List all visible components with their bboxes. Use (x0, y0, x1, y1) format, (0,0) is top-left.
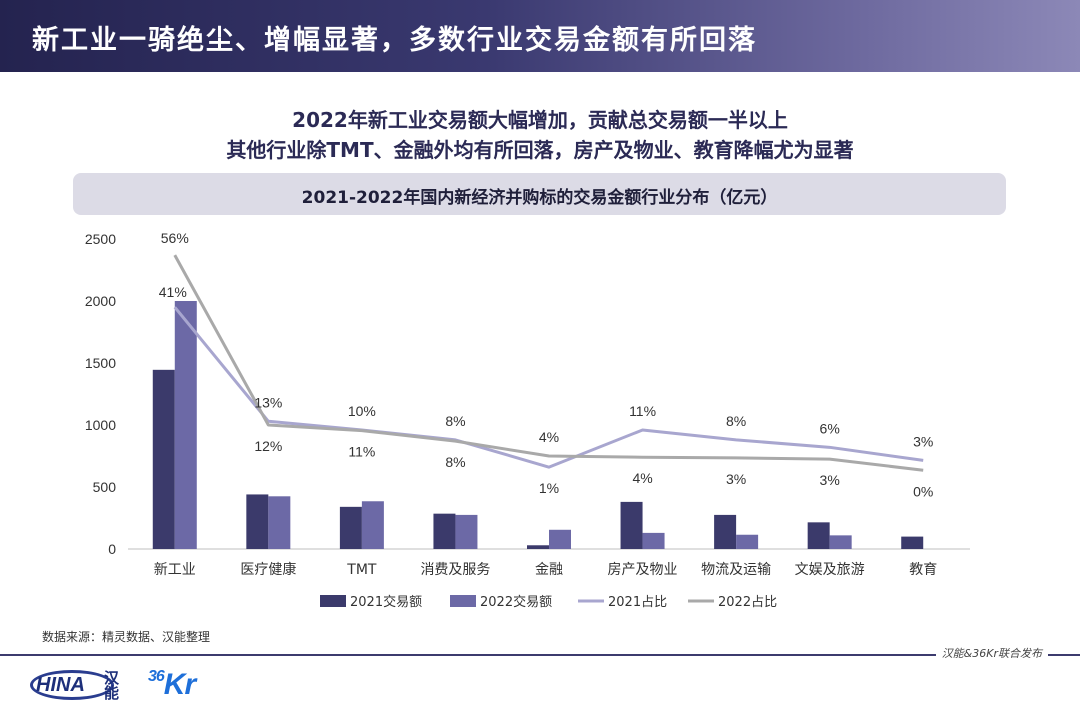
pct-label-2021: 6% (820, 420, 840, 436)
x-tick-label: TMT (346, 562, 377, 578)
joint-release-label: 汉能&36Kr联合发布 (935, 645, 1048, 661)
pct-label-2022: 3% (726, 471, 746, 487)
chart-title: 2021-2022年国内新经济并购标的交易金额行业分布（亿元） (301, 188, 778, 208)
pct-label-2021: 8% (726, 413, 746, 429)
pct-label-2022: 4% (632, 470, 652, 486)
36kr-logo-num: 36 (148, 668, 165, 685)
pct-label-2022: 0% (913, 483, 933, 499)
data-source: 数据来源：精灵数据、汉能整理 (42, 630, 211, 644)
header-bar: 新工业一骑绝尘、增幅显著，多数行业交易金额有所回落 (0, 0, 1080, 72)
bar-2021 (433, 513, 456, 549)
pct-label-2021: 12% (254, 438, 282, 454)
footer-divider (0, 654, 1080, 656)
y-tick-label: 500 (93, 479, 117, 495)
x-tick-label: 文娱及旅游 (795, 562, 865, 578)
bar-2022 (174, 301, 197, 549)
legend-swatch (320, 595, 346, 607)
pct-label-2021: 11% (629, 403, 656, 419)
pct-label-2022: 13% (254, 394, 282, 410)
hina-logo-text: HINA (36, 674, 85, 696)
hina-logo-oval (30, 670, 114, 700)
y-tick-label: 2500 (85, 231, 116, 247)
bar-2022 (736, 534, 759, 549)
pct-label-2021: 11% (348, 444, 375, 460)
subtitle-line-1: 2022年新工业交易额大幅增加，贡献总交易额一半以上 (292, 108, 788, 132)
pct-label-2021: 41% (159, 284, 187, 300)
bar-2022 (455, 514, 478, 549)
legend-label: 2021占比 (608, 595, 667, 610)
pct-label-2022: 3% (820, 472, 840, 488)
pct-label-2022: 56% (161, 230, 189, 246)
pct-label-2022: 10% (348, 403, 376, 419)
bar-2021 (246, 494, 269, 549)
line-2021-share (173, 306, 924, 469)
bar-2022 (642, 532, 665, 549)
x-tick-label: 金融 (535, 562, 563, 578)
36kr-logo: 36Kr (148, 668, 196, 702)
y-tick-label: 1500 (85, 355, 116, 371)
x-tick-label: 消费及服务 (420, 562, 490, 578)
bar-2021 (620, 501, 643, 549)
legend-label: 2022占比 (718, 595, 777, 610)
bar-2021 (807, 522, 830, 549)
36kr-logo-txt: Kr (163, 668, 196, 701)
chart-title-bar: 2021-2022年国内新经济并购标的交易金额行业分布（亿元） (73, 173, 1006, 215)
pct-label-2021: 8% (445, 454, 465, 470)
x-tick-label: 新工业 (154, 562, 196, 578)
y-tick-label: 0 (108, 541, 116, 557)
y-tick-label: 2000 (85, 293, 116, 309)
bar-2021 (527, 545, 549, 549)
line-2022-share (173, 254, 924, 472)
bar-2022 (361, 501, 384, 549)
bar-2022 (829, 535, 852, 549)
hina-logo-cn: 汉能 (104, 669, 120, 702)
x-tick-label: 房产及物业 (608, 562, 678, 578)
bar-2021 (152, 369, 175, 549)
x-tick-label: 医疗健康 (240, 561, 296, 578)
page-title: 新工业一骑绝尘、增幅显著，多数行业交易金额有所回落 (32, 25, 757, 56)
bar-2021 (339, 506, 362, 549)
pct-label-2021: 4% (539, 429, 559, 445)
subtitle-line-2: 其他行业除TMT、金融外均有所回落，房产及物业、教育降幅尤为显著 (226, 138, 854, 162)
chart: 0 500 1000 1500 2000 2500 新工业 医疗健康 TMT 消费及服务 金融 房产及… (85, 230, 970, 610)
bar-2022 (268, 496, 291, 549)
x-tick-label: 物流及运输 (701, 562, 771, 578)
hina-logo: HINA 汉能 (30, 668, 130, 704)
bar-2021 (901, 536, 924, 549)
y-tick-label: 1000 (85, 417, 116, 433)
pct-label-2022: 1% (539, 480, 559, 496)
pct-label-2022: 8% (445, 413, 465, 429)
legend-label: 2021交易额 (350, 594, 422, 610)
pct-label-2021: 3% (913, 433, 933, 449)
legend-swatch (450, 595, 476, 607)
x-tick-label: 教育 (909, 562, 937, 578)
bar-2022 (549, 529, 571, 549)
legend-label: 2022交易额 (480, 594, 552, 610)
bar-2021 (714, 514, 737, 549)
